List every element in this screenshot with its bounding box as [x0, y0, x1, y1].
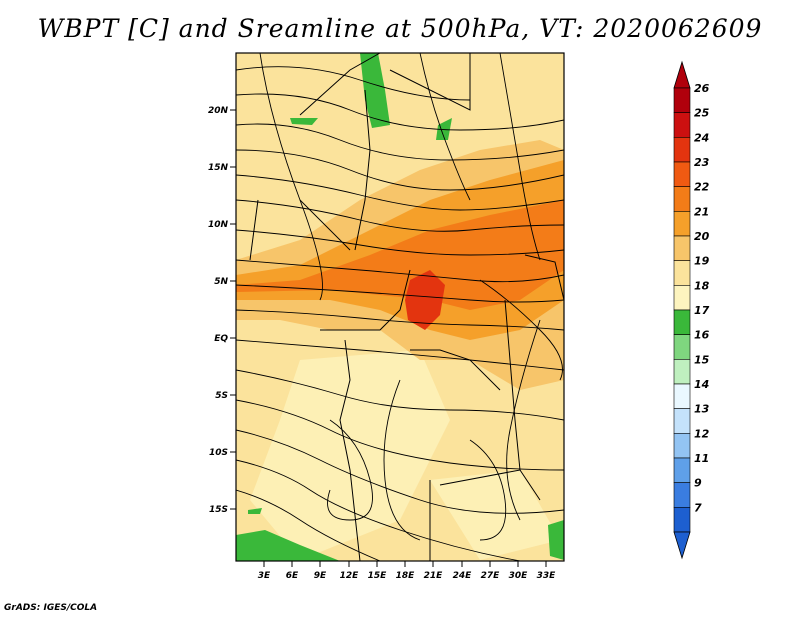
lon-label: 3E	[258, 571, 271, 581]
lon-label: 33E	[537, 571, 557, 581]
colorbar-label: 21	[694, 205, 709, 218]
colorbar-label: 14	[694, 378, 709, 391]
map-title: WBPT [C] and Sreamline at 500hPa, VT: 20…	[37, 14, 763, 43]
colorbar-swatch	[673, 359, 691, 385]
colorbar-swatch	[673, 235, 691, 261]
wbpt-field	[236, 53, 564, 561]
lon-label: 15E	[368, 571, 388, 581]
colorbar-swatch	[673, 112, 691, 138]
lon-label: 12E	[340, 571, 360, 581]
lat-label: 15N	[208, 163, 229, 173]
colorbar-label: 7	[694, 501, 702, 514]
colorbar-label: 9	[694, 477, 702, 490]
colorbar-label: 26	[694, 82, 710, 95]
colorbar-label: 22	[694, 181, 710, 194]
colorbar-label: 25	[694, 107, 710, 120]
credit-label: GrADS: IGES/COLA	[4, 603, 98, 613]
colorbar-swatch	[673, 408, 691, 434]
colorbar-bottom-arrow	[673, 531, 691, 560]
colorbar-swatch	[673, 457, 691, 483]
colorbar-label: 16	[694, 329, 710, 342]
colorbar-swatch	[673, 285, 691, 311]
lat-label: 5N	[214, 277, 228, 287]
colorbar-label: 19	[694, 255, 710, 268]
lat-label: 15S	[209, 505, 228, 515]
map-frame	[235, 52, 565, 562]
colorbar-swatch	[673, 507, 691, 533]
colorbar-swatch	[673, 211, 691, 237]
lon-label: 18E	[396, 571, 416, 581]
colorbar-swatch	[673, 260, 691, 286]
lon-label: 24E	[453, 571, 473, 581]
lat-label: 20N	[208, 106, 229, 116]
colorbar-label: 15	[694, 353, 710, 366]
lat-label: 10N	[208, 220, 229, 230]
colorbar-top-arrow	[673, 60, 691, 89]
colorbar-swatch	[673, 334, 691, 360]
lat-label: EQ	[214, 334, 228, 344]
colorbar-swatch	[673, 137, 691, 163]
colorbar-label: 17	[694, 304, 710, 317]
colorbar-swatch	[673, 87, 691, 113]
lat-label: 10S	[209, 448, 228, 458]
lon-label: 6E	[286, 571, 299, 581]
colorbar-label: 24	[694, 131, 709, 144]
colorbar-swatch	[673, 482, 691, 508]
colorbar-label: 23	[694, 156, 710, 169]
colorbar-swatch	[673, 383, 691, 409]
colorbar-label: 13	[694, 403, 710, 416]
lon-label: 27E	[481, 571, 501, 581]
colorbar-swatch	[673, 433, 691, 459]
lon-label: 21E	[424, 571, 444, 581]
colorbar-swatch	[673, 186, 691, 212]
lat-label: 5S	[215, 391, 228, 401]
streamlines	[236, 53, 564, 561]
colorbar-swatch	[673, 309, 691, 335]
colorbar-label: 20	[694, 230, 710, 243]
colorbar-label: 18	[694, 279, 710, 292]
colorbar: 26 25 24 23 22 21 20 19 18 17 16 15 14 13 12 11 9 7	[673, 60, 710, 560]
country-borders	[249, 53, 564, 561]
lon-label: 9E	[314, 571, 327, 581]
lon-label: 30E	[509, 571, 529, 581]
colorbar-label: 12	[694, 427, 710, 440]
colorbar-swatch	[673, 161, 691, 187]
colorbar-label: 11	[694, 452, 709, 465]
